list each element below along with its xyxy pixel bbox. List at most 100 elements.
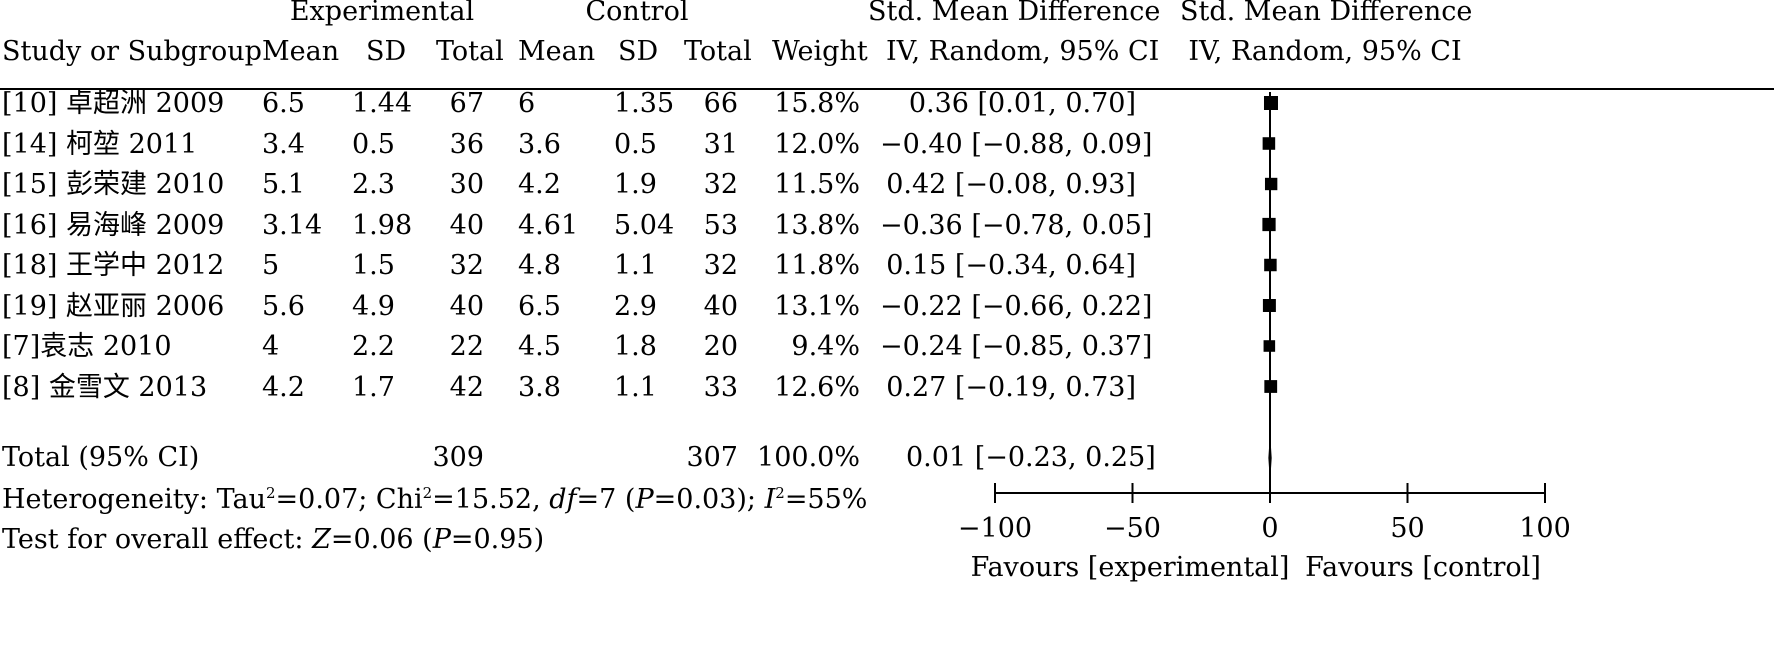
study-point bbox=[1264, 258, 1277, 272]
header-exp-mean: Mean bbox=[262, 36, 340, 67]
total-label: Total (95% CI) bbox=[2, 442, 200, 473]
ctl-total: 40 bbox=[703, 290, 738, 322]
study-name: [14] 柯堃 2011 bbox=[2, 128, 198, 160]
ci-text: −0.24 [−0.85, 0.37] bbox=[880, 331, 1153, 362]
header-ctl-mean: Mean bbox=[518, 36, 596, 67]
favours-control-label: Favours [control] bbox=[1305, 552, 1541, 583]
study-point bbox=[1263, 96, 1278, 110]
ctl-sd: 1.1 bbox=[614, 250, 657, 281]
header-ctl-total: Total bbox=[684, 36, 752, 67]
total-ctl: 307 bbox=[686, 442, 738, 473]
exp-mean: 6.5 bbox=[262, 88, 305, 119]
overall-effect-text: Test for overall effect: Z=0.06 (P=0.95) bbox=[2, 524, 545, 555]
exp-mean: 5.1 bbox=[262, 169, 305, 200]
overall-diamond bbox=[1268, 447, 1272, 469]
header-experimental: Experimental bbox=[289, 0, 475, 27]
ctl-sd: 2.9 bbox=[614, 290, 657, 322]
exp-total: 22 bbox=[449, 331, 484, 362]
ctl-mean: 4.5 bbox=[518, 331, 561, 362]
exp-mean: 3.14 bbox=[262, 209, 323, 241]
header-ci-method-plot: IV, Random, 95% CI bbox=[1188, 36, 1462, 67]
ctl-sd: 5.04 bbox=[614, 209, 675, 241]
study-point bbox=[1264, 380, 1278, 393]
exp-sd: 2.2 bbox=[352, 331, 395, 362]
ctl-total: 31 bbox=[703, 128, 738, 160]
weight: 12.6% bbox=[774, 371, 860, 403]
header-weight: Weight bbox=[772, 36, 868, 67]
ctl-mean: 4.2 bbox=[518, 169, 561, 200]
ctl-total: 32 bbox=[703, 169, 738, 200]
header-control: Control bbox=[585, 0, 689, 27]
weight: 11.5% bbox=[774, 169, 860, 200]
ctl-sd: 1.8 bbox=[614, 331, 657, 362]
x-tick-label: 50 bbox=[1390, 513, 1424, 544]
exp-total: 67 bbox=[449, 88, 484, 119]
ctl-sd: 1.9 bbox=[614, 169, 657, 200]
ctl-total: 33 bbox=[703, 371, 738, 403]
favours-experimental-label: Favours [experimental] bbox=[971, 552, 1290, 583]
ctl-mean: 4.8 bbox=[518, 250, 561, 281]
study-name: [10] 卓超洲 2009 bbox=[2, 88, 225, 119]
header-study: Study or Subgroup bbox=[2, 36, 262, 67]
ci-text: −0.36 [−0.78, 0.05] bbox=[880, 209, 1153, 241]
exp-total: 40 bbox=[449, 209, 484, 241]
exp-sd: 2.3 bbox=[352, 169, 395, 200]
header-ctl-sd: SD bbox=[618, 36, 659, 67]
study-name: [16] 易海峰 2009 bbox=[2, 209, 225, 241]
ctl-mean: 6.5 bbox=[518, 290, 561, 322]
ci-text: −0.22 [−0.66, 0.22] bbox=[880, 290, 1153, 322]
weight: 13.8% bbox=[774, 209, 860, 241]
ctl-sd: 1.1 bbox=[614, 371, 657, 403]
exp-sd: 1.98 bbox=[352, 209, 413, 241]
weight: 9.4% bbox=[791, 331, 860, 362]
weight: 13.1% bbox=[774, 290, 860, 322]
ci-text: 0.27 [−0.19, 0.73] bbox=[886, 371, 1136, 403]
exp-sd: 1.7 bbox=[352, 371, 395, 403]
study-point bbox=[1262, 137, 1276, 150]
exp-mean: 5 bbox=[262, 250, 280, 281]
ctl-mean: 4.61 bbox=[518, 209, 579, 241]
ci-text: 0.15 [−0.34, 0.64] bbox=[886, 250, 1136, 281]
exp-total: 42 bbox=[449, 371, 484, 403]
ctl-mean: 6 bbox=[518, 88, 536, 119]
study-name: [7]袁志 2010 bbox=[2, 331, 172, 362]
study-name: [15] 彭荣建 2010 bbox=[2, 169, 225, 200]
study-name: [8] 金雪文 2013 bbox=[2, 371, 208, 403]
exp-mean: 5.6 bbox=[262, 290, 305, 322]
ci-text: 0.36 [0.01, 0.70] bbox=[908, 88, 1136, 119]
ctl-sd: 0.5 bbox=[614, 128, 657, 160]
study-name: [18] 王学中 2012 bbox=[2, 250, 225, 281]
ctl-sd: 1.35 bbox=[614, 88, 675, 119]
heterogeneity-text: Heterogeneity: Tau2=0.07; Chi2=15.52, df… bbox=[2, 484, 868, 515]
exp-total: 30 bbox=[449, 169, 484, 200]
total-exp: 309 bbox=[432, 442, 484, 473]
x-tick-label: 100 bbox=[1519, 513, 1571, 544]
x-tick-label: −100 bbox=[958, 513, 1032, 544]
exp-mean: 4 bbox=[262, 331, 280, 362]
ci-text: −0.40 [−0.88, 0.09] bbox=[880, 128, 1153, 160]
exp-mean: 3.4 bbox=[262, 128, 305, 160]
ctl-total: 66 bbox=[703, 88, 738, 119]
x-tick-label: 0 bbox=[1261, 513, 1278, 544]
ctl-mean: 3.6 bbox=[518, 128, 561, 160]
ci-text: 0.42 [−0.08, 0.93] bbox=[886, 169, 1136, 200]
exp-mean: 4.2 bbox=[262, 371, 305, 403]
header-smd-plot: Std. Mean Difference bbox=[1180, 0, 1473, 27]
header-exp-total: Total bbox=[436, 36, 504, 67]
ctl-total: 32 bbox=[703, 250, 738, 281]
header-ci-method: IV, Random, 95% CI bbox=[886, 36, 1160, 67]
x-tick-label: −50 bbox=[1104, 513, 1161, 544]
ctl-mean: 3.8 bbox=[518, 371, 561, 403]
weight: 12.0% bbox=[774, 128, 860, 160]
total-ci: 0.01 [−0.23, 0.25] bbox=[906, 442, 1156, 473]
ctl-total: 20 bbox=[703, 331, 738, 362]
header-exp-sd: SD bbox=[366, 36, 407, 67]
study-point bbox=[1262, 299, 1276, 312]
study-point bbox=[1263, 340, 1276, 352]
study-point bbox=[1264, 177, 1278, 191]
exp-total: 32 bbox=[449, 250, 484, 281]
exp-total: 40 bbox=[449, 290, 484, 322]
study-point bbox=[1262, 217, 1276, 232]
weight: 15.8% bbox=[774, 88, 860, 119]
